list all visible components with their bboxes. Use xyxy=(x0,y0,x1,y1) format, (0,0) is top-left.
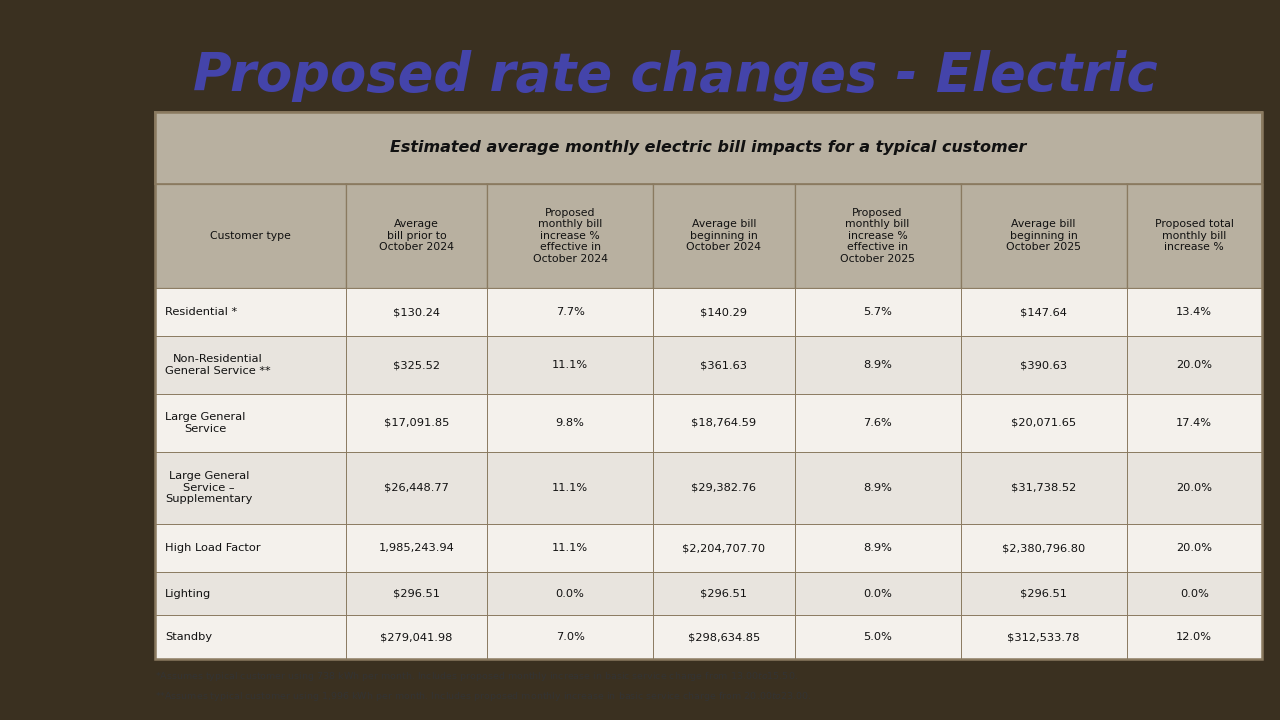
Text: Residential *: Residential * xyxy=(165,307,237,317)
Text: Proposed
monthly bill
increase %
effective in
October 2024: Proposed monthly bill increase % effecti… xyxy=(532,207,608,264)
Text: Standby: Standby xyxy=(165,632,212,642)
Text: $17,091.85: $17,091.85 xyxy=(384,418,449,428)
Text: $298,634.85: $298,634.85 xyxy=(687,632,760,642)
Text: $26,448.77: $26,448.77 xyxy=(384,483,449,493)
Text: $325.52: $325.52 xyxy=(393,360,440,370)
Text: 1,985,243.94: 1,985,243.94 xyxy=(379,543,454,553)
Text: Proposed total
monthly bill
increase %: Proposed total monthly bill increase % xyxy=(1155,219,1234,253)
Text: Proposed rate changes - Electric: Proposed rate changes - Electric xyxy=(193,50,1157,102)
Text: 8.9%: 8.9% xyxy=(863,483,892,493)
Text: $20,071.65: $20,071.65 xyxy=(1011,418,1076,428)
Text: $140.29: $140.29 xyxy=(700,307,748,317)
Text: 8.9%: 8.9% xyxy=(863,543,892,553)
Text: $279,041.98: $279,041.98 xyxy=(380,632,453,642)
Text: Customer type: Customer type xyxy=(210,231,291,240)
Text: $2,204,707.70: $2,204,707.70 xyxy=(682,543,765,553)
Text: $296.51: $296.51 xyxy=(1020,589,1068,599)
Text: Average bill
beginning in
October 2024: Average bill beginning in October 2024 xyxy=(686,219,762,253)
Text: 5.7%: 5.7% xyxy=(863,307,892,317)
Text: 17.4%: 17.4% xyxy=(1176,418,1212,428)
Text: Large General
Service –
Supplementary: Large General Service – Supplementary xyxy=(165,472,252,505)
Text: $296.51: $296.51 xyxy=(393,589,440,599)
Text: Lighting: Lighting xyxy=(165,589,211,599)
Text: 0.0%: 0.0% xyxy=(556,589,585,599)
Text: $390.63: $390.63 xyxy=(1020,360,1068,370)
Text: 12.0%: 12.0% xyxy=(1176,632,1212,642)
Text: High Load Factor: High Load Factor xyxy=(165,543,261,553)
Text: Estimated average monthly electric bill impacts for a typical customer: Estimated average monthly electric bill … xyxy=(390,140,1027,155)
Text: 13.4%: 13.4% xyxy=(1176,307,1212,317)
Text: $130.24: $130.24 xyxy=(393,307,440,317)
Text: $31,738.52: $31,738.52 xyxy=(1011,483,1076,493)
Text: Average
bill prior to
October 2024: Average bill prior to October 2024 xyxy=(379,219,454,253)
Text: 8.9%: 8.9% xyxy=(863,360,892,370)
Text: 7.0%: 7.0% xyxy=(556,632,585,642)
Text: Large General
Service: Large General Service xyxy=(165,412,246,433)
Text: 7.6%: 7.6% xyxy=(863,418,892,428)
Text: **Assumes typical customer using 1,996 kWh per month. Includes proposed monthly : **Assumes typical customer using 1,996 k… xyxy=(155,690,812,703)
Text: 0.0%: 0.0% xyxy=(1180,589,1208,599)
Text: 20.0%: 20.0% xyxy=(1176,360,1212,370)
Text: 11.1%: 11.1% xyxy=(552,543,589,553)
Text: $147.64: $147.64 xyxy=(1020,307,1068,317)
Text: $29,382.76: $29,382.76 xyxy=(691,483,756,493)
Text: $2,380,796.80: $2,380,796.80 xyxy=(1002,543,1085,553)
Text: 5.0%: 5.0% xyxy=(863,632,892,642)
Text: 20.0%: 20.0% xyxy=(1176,543,1212,553)
Text: $312,533.78: $312,533.78 xyxy=(1007,632,1080,642)
Text: Average bill
beginning in
October 2025: Average bill beginning in October 2025 xyxy=(1006,219,1082,253)
Text: $18,764.59: $18,764.59 xyxy=(691,418,756,428)
Text: 11.1%: 11.1% xyxy=(552,483,589,493)
Text: 11.1%: 11.1% xyxy=(552,360,589,370)
Text: *Assumes typical customer using 738 kWh per month. Includes proposed monthly inc: *Assumes typical customer using 738 kWh … xyxy=(155,670,799,683)
Text: $296.51: $296.51 xyxy=(700,589,748,599)
Text: 0.0%: 0.0% xyxy=(863,589,892,599)
Text: 7.7%: 7.7% xyxy=(556,307,585,317)
Text: $361.63: $361.63 xyxy=(700,360,748,370)
Text: Non-Residential
General Service **: Non-Residential General Service ** xyxy=(165,354,271,376)
Text: 9.8%: 9.8% xyxy=(556,418,585,428)
Text: 20.0%: 20.0% xyxy=(1176,483,1212,493)
Text: Proposed
monthly bill
increase %
effective in
October 2025: Proposed monthly bill increase % effecti… xyxy=(840,207,915,264)
